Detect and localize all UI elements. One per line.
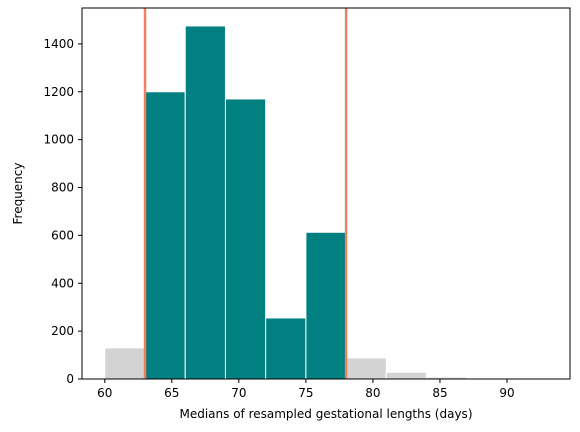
y-axis-label: Frequency bbox=[11, 163, 25, 225]
y-tick-label-3: 600 bbox=[51, 228, 74, 242]
x-tick-label-3: 75 bbox=[298, 386, 313, 400]
y-tick-label-6: 1200 bbox=[43, 85, 74, 99]
x-tick-label-1: 65 bbox=[164, 386, 179, 400]
histogram-bar-4 bbox=[265, 317, 307, 380]
x-axis-label: Medians of resampled gestational lengths… bbox=[179, 407, 472, 421]
histogram-bar-1 bbox=[144, 91, 186, 380]
y-tick-label-2: 400 bbox=[51, 276, 74, 290]
y-tick-label-4: 800 bbox=[51, 181, 74, 195]
x-axis-ticks: 60 65 70 75 80 85 90 bbox=[97, 379, 515, 400]
histogram-bar-2 bbox=[184, 25, 226, 380]
x-tick-label-2: 70 bbox=[231, 386, 246, 400]
plot-frame bbox=[81, 7, 571, 380]
histogram-bar-6 bbox=[345, 357, 387, 380]
y-tick-label-5: 1000 bbox=[43, 133, 74, 147]
x-tick-label-5: 85 bbox=[432, 386, 447, 400]
histogram-bar-3 bbox=[224, 98, 267, 380]
y-tick-label-0: 0 bbox=[66, 372, 74, 386]
interval-lines bbox=[143, 8, 348, 379]
histogram-bars bbox=[104, 25, 548, 380]
x-tick-label-0: 60 bbox=[97, 386, 112, 400]
x-tick-label-6: 90 bbox=[499, 386, 514, 400]
histogram-bar-5 bbox=[305, 231, 347, 380]
y-tick-label-7: 1400 bbox=[43, 37, 74, 51]
histogram-bar-7 bbox=[385, 371, 428, 380]
x-tick-label-4: 80 bbox=[365, 386, 380, 400]
histogram-bar-0 bbox=[104, 347, 146, 380]
y-tick-label-1: 200 bbox=[51, 324, 74, 338]
y-axis-ticks: 0 200 400 600 800 1000 1200 1400 bbox=[43, 37, 82, 386]
